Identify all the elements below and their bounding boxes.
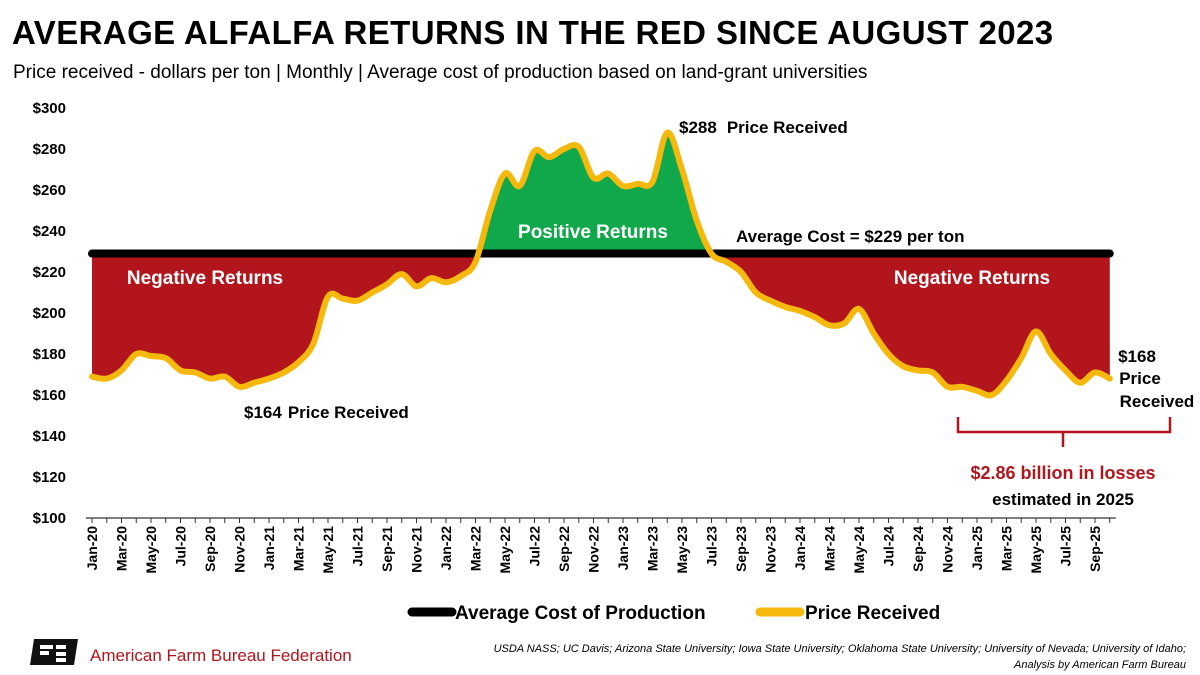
chart-title: AVERAGE ALFALFA RETURNS IN THE RED SINCE…	[12, 14, 1054, 51]
x-tick-label: Jan-20	[84, 526, 100, 571]
negative-returns-area	[92, 253, 1110, 396]
x-tick-label: Jul-22	[527, 526, 543, 567]
x-tick-label: May-21	[320, 526, 336, 574]
farm-bureau-logo	[30, 639, 78, 665]
x-tick-label: Mar-22	[468, 526, 484, 571]
positive-returns-area	[478, 132, 712, 254]
x-tick-label: Jan-22	[438, 526, 454, 571]
x-tick-label: Nov-22	[586, 526, 602, 573]
x-tick-label: Jan-23	[615, 526, 631, 571]
price-received-line	[89, 129, 1113, 399]
y-tick-label: $140	[33, 428, 66, 445]
y-tick-label: $120	[33, 469, 66, 486]
x-axis: Jan-20 Mar-20 May-20 Jul-20 Sep-20 Nov-20 Jan-…	[84, 517, 1116, 574]
losses-sub: estimated in 2025	[992, 490, 1134, 509]
y-tick-label: $300	[33, 100, 66, 117]
x-tick-label: Sep-20	[202, 526, 218, 572]
legend: Average Cost of Production Price Receive…	[407, 603, 940, 624]
x-tick-label: Mar-20	[114, 526, 130, 571]
latest-text-line1: Price	[1119, 369, 1161, 388]
y-tick-label: $220	[33, 264, 66, 281]
losses-bracket	[956, 417, 1172, 447]
legend-cost-label: Average Cost of Production	[455, 603, 706, 624]
x-tick-label: Nov-24	[940, 526, 956, 573]
x-tick-label: Sep-24	[910, 526, 926, 572]
y-tick-label: $180	[33, 346, 66, 363]
latest-value: $168	[1118, 347, 1156, 366]
x-tick-label: Jan-21	[261, 526, 277, 571]
source-note: USDA NASS; UC Davis; Arizona State Unive…	[366, 641, 1186, 673]
x-tick-label: May-25	[1028, 526, 1044, 574]
peak-annotation: $288 Price Received	[679, 118, 848, 137]
x-tick-label: Nov-21	[409, 526, 425, 573]
y-tick-label: $280	[33, 141, 66, 158]
x-tick-label: Jul-21	[350, 526, 366, 567]
latest-text-line2: Received	[1120, 392, 1195, 411]
x-tick-label: May-23	[674, 526, 690, 574]
x-tick-label: Mar-21	[291, 526, 307, 571]
y-tick-label: $100	[33, 510, 66, 527]
source-line-1: USDA NASS; UC Davis; Arizona State Unive…	[493, 643, 1186, 655]
x-tick-label: Sep-22	[556, 526, 572, 572]
trough-annotation: $164 Price Received	[244, 403, 409, 422]
losses-amount: $2.86 billion in losses	[970, 463, 1155, 483]
source-line-2: Analysis by American Farm Bureau	[1014, 659, 1186, 671]
peak-text: Price Received	[727, 118, 848, 137]
negative-returns-label-left: Negative Returns	[127, 268, 283, 289]
x-tick-label: May-20	[143, 526, 159, 574]
organization-name: American Farm Bureau Federation	[90, 646, 352, 665]
x-tick-label: Sep-21	[379, 526, 395, 572]
x-tick-label: Jul-25	[1058, 526, 1074, 567]
y-tick-label: $260	[33, 182, 66, 199]
x-tick-label: Mar-24	[822, 526, 838, 571]
chart-subtitle: Price received - dollars per ton | Month…	[13, 62, 868, 83]
x-tick-label: Mar-25	[999, 526, 1015, 571]
x-tick-label: Jul-24	[881, 526, 897, 567]
trough-text: Price Received	[288, 403, 409, 422]
positive-returns-label: Positive Returns	[518, 222, 668, 243]
x-tick-label: May-24	[851, 526, 867, 574]
x-tick-label: Sep-25	[1087, 526, 1103, 572]
trough-value: $164	[244, 403, 282, 422]
y-tick-label: $240	[33, 223, 66, 240]
x-tick-label: Sep-23	[733, 526, 749, 572]
y-tick-label: $200	[33, 305, 66, 322]
negative-returns-label-right: Negative Returns	[894, 268, 1050, 289]
x-tick-label: Jul-23	[704, 526, 720, 567]
x-tick-label: May-22	[497, 526, 513, 574]
y-axis: $100 $120 $140 $160 $180 $200 $220 $240 $260 $280…	[33, 100, 66, 527]
x-tick-label: Mar-23	[645, 526, 661, 571]
peak-value: $288	[679, 118, 717, 137]
average-cost-annotation: Average Cost = $229 per ton	[736, 227, 965, 246]
x-tick-label: Jul-20	[173, 526, 189, 567]
x-tick-label: Jan-25	[969, 526, 985, 571]
x-tick-label: Jan-24	[792, 526, 808, 571]
x-tick-label: Nov-23	[763, 526, 779, 573]
legend-price-label: Price Received	[805, 603, 940, 624]
y-tick-label: $160	[33, 387, 66, 404]
x-tick-label: Nov-20	[232, 526, 248, 573]
